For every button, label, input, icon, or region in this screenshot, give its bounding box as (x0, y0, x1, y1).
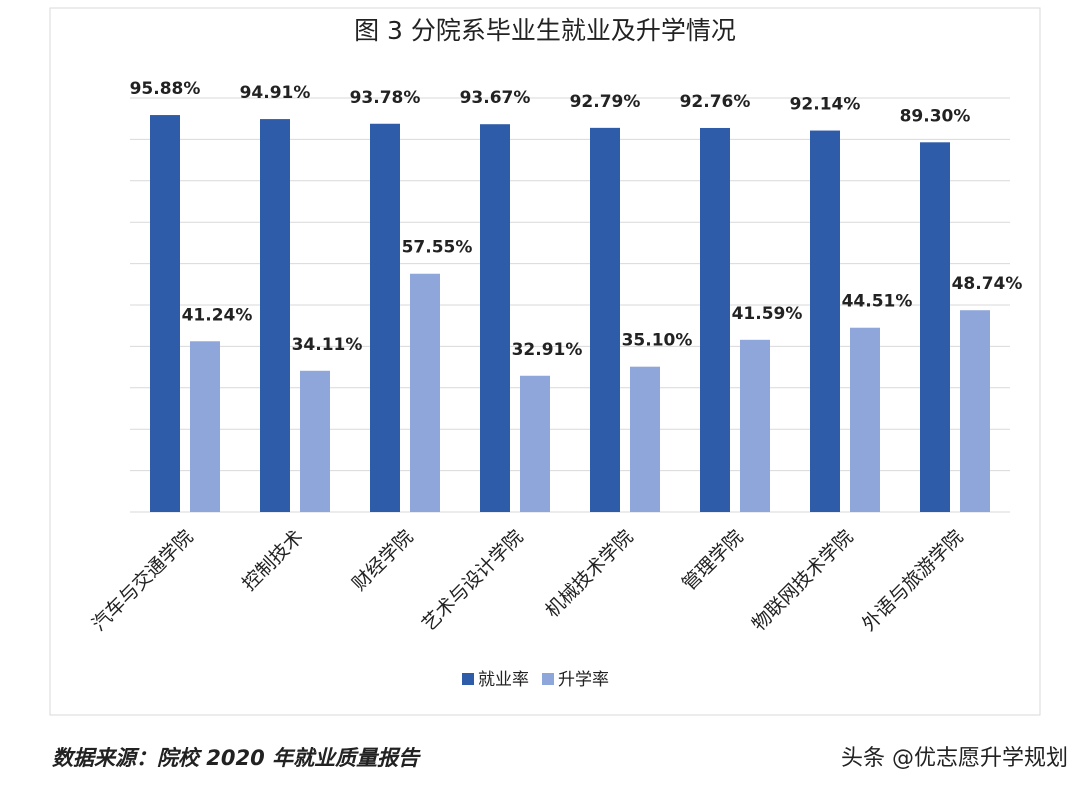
chart-title: 图 3 分院系毕业生就业及升学情况 (354, 16, 736, 45)
value-label: 93.78% (350, 88, 421, 108)
value-label: 57.55% (402, 238, 473, 258)
bar (850, 327, 880, 512)
value-label: 89.30% (900, 106, 971, 126)
chart-frame (49, 7, 1041, 716)
value-label: 92.76% (680, 92, 751, 112)
bar (810, 130, 840, 512)
bar (260, 119, 290, 512)
bar (480, 124, 510, 512)
x-tick-label: 财经学院 (348, 526, 417, 595)
x-tick-label: 艺术与设计学院 (418, 526, 528, 636)
x-tick-label: 机械技术学院 (541, 526, 637, 622)
legend-label: 就业率 (478, 670, 529, 690)
value-label: 94.91% (240, 83, 311, 103)
bar (300, 370, 330, 512)
bar (150, 115, 180, 513)
bar (740, 339, 770, 512)
x-tick-label: 外语与旅游学院 (858, 526, 968, 636)
legend-label: 升学率 (558, 670, 609, 690)
x-tick-label: 管理学院 (678, 526, 747, 595)
value-label: 92.14% (790, 95, 861, 115)
value-label: 95.88% (130, 79, 201, 99)
source-note: 数据来源：院校 2020 年就业质量报告 (52, 746, 421, 770)
bar (370, 123, 400, 513)
x-tick-label: 汽车与交通学院 (88, 526, 198, 636)
value-label: 41.59% (732, 304, 803, 324)
bar (630, 366, 660, 512)
value-label: 35.10% (622, 331, 693, 351)
legend-swatch (542, 673, 554, 685)
bar (700, 127, 730, 512)
bar (410, 273, 440, 512)
value-label: 34.11% (292, 335, 363, 355)
value-label: 44.51% (842, 292, 913, 312)
value-label: 32.91% (512, 340, 583, 360)
credit: 头条 @优志愿升学规划 (841, 746, 1068, 771)
x-tick-label: 物联网技术学院 (748, 526, 858, 636)
x-tick-label: 控制技术 (238, 526, 307, 595)
value-label: 93.67% (460, 88, 531, 108)
bar (590, 127, 620, 513)
legend-swatch (462, 673, 474, 685)
bar (960, 310, 990, 512)
bar (190, 341, 220, 512)
value-label: 48.74% (952, 274, 1023, 294)
value-label: 92.79% (570, 92, 641, 112)
bar (520, 375, 550, 512)
value-label: 41.24% (182, 305, 253, 325)
bar (920, 142, 950, 512)
